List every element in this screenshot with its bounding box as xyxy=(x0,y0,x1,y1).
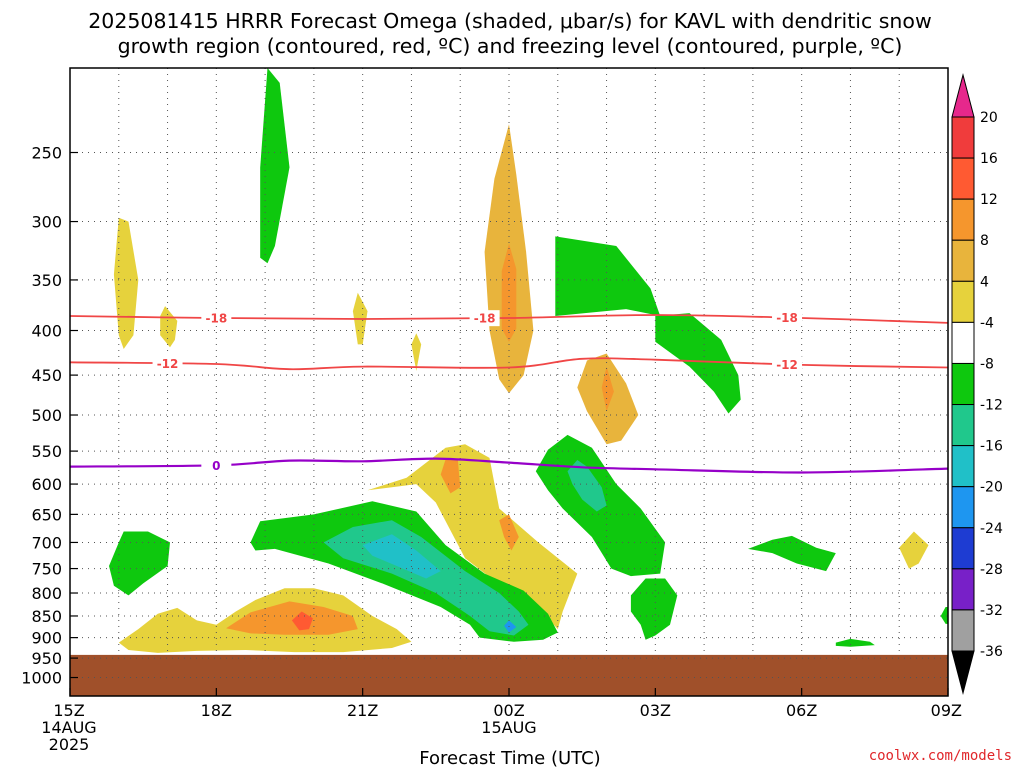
omega-yellow-sliver-22z xyxy=(411,333,422,371)
x-tick-label-3-1: 15AUG xyxy=(481,718,536,737)
y-tick-label-350: 350 xyxy=(31,271,62,290)
omega-teal-arm-0130z xyxy=(567,460,607,512)
omega-yellow-plume-2330z xyxy=(367,444,578,630)
contour-label-bg-0-0 xyxy=(201,457,232,474)
colorbar-bin-8 xyxy=(951,445,975,488)
chart-title-line-2: growth region (contoured, red, ºC) and f… xyxy=(118,34,903,58)
omega-blue-core-00z xyxy=(504,620,517,633)
colorbar-bin-5 xyxy=(951,321,975,364)
x-tick-label-0-2: 2025 xyxy=(49,735,90,754)
colorbar-label-0: 20 xyxy=(980,110,998,126)
x-tick-label-0-0: 15Z xyxy=(53,701,84,720)
contour-label-0-0: 0 xyxy=(212,459,220,473)
colorbar-bin-6 xyxy=(951,362,975,406)
colorbar: 20 16 12 8 4 -4 -8 -12 -16 -20 -24 -28 -32 -36 xyxy=(951,73,1003,695)
colorbar-bin-0 xyxy=(951,116,975,159)
colorbar-bin-11 xyxy=(951,568,975,611)
omega-green-arm-04z xyxy=(655,313,741,414)
colorbar-bin-2 xyxy=(951,198,975,241)
contour-label--18-0: -18 xyxy=(205,311,227,325)
omega-orange-core-02z xyxy=(601,366,614,412)
colorbar-label-5: -4 xyxy=(980,315,994,331)
omega-cyan-band-main xyxy=(362,534,441,579)
y-tick-label-500: 500 xyxy=(31,406,62,425)
y-tick-label-950: 950 xyxy=(31,649,62,668)
x-tick-label-0-1: 14AUG xyxy=(41,718,96,737)
colorbar-label-12: -32 xyxy=(980,603,1003,619)
y-tick-label-1000: 1000 xyxy=(21,669,62,688)
omega-green-cell-06z-low xyxy=(835,638,875,647)
x-tick-label-5-0: 06Z xyxy=(786,701,817,720)
contour-label-bg--18-2 xyxy=(772,309,803,326)
omega-green-cell-0530z xyxy=(748,535,836,572)
omega-yellow-cell-20z xyxy=(160,306,178,348)
omega-green-cell-1530z xyxy=(109,531,170,596)
colorbar-bin-10 xyxy=(951,527,975,570)
colorbar-label-1: 16 xyxy=(980,151,998,167)
x-tick-label-2-0: 21Z xyxy=(347,701,378,720)
y-tick-label-300: 300 xyxy=(31,213,62,232)
colorbar-label-7: -12 xyxy=(980,398,1003,414)
contour-label-bg--12-0 xyxy=(152,355,183,372)
contour-label--12-0: -12 xyxy=(157,357,179,371)
x-tick-label-6-0: 09Z xyxy=(931,701,962,720)
omega-orange-core-00z-low xyxy=(499,514,519,551)
contour-label--12-1: -12 xyxy=(776,358,798,372)
colorbar-label-9: -20 xyxy=(980,480,1003,496)
x-tick-label-4-0: 03Z xyxy=(640,701,671,720)
y-tick-label-800: 800 xyxy=(31,584,62,603)
y-tick-label-250: 250 xyxy=(31,144,62,163)
y-tick-label-850: 850 xyxy=(31,607,62,626)
colorbar-label-10: -24 xyxy=(980,521,1003,537)
omega-green-cell-09z-edge xyxy=(940,607,948,624)
colorbar-label-13: -36 xyxy=(980,644,1003,660)
contour-label-bg--12-1 xyxy=(772,356,803,373)
y-axis-tick-labels: 250 300 350 400 450 500 550 600 650 700 750 800 850 9… xyxy=(21,144,78,688)
x-tick-label-1-0: 18Z xyxy=(201,701,232,720)
colorbar-bin-1 xyxy=(951,157,975,200)
omega-yellow-cell-08z xyxy=(899,531,929,569)
credit-link[interactable]: coolwx.com/models xyxy=(869,748,1012,764)
contour-label-bg--18-1 xyxy=(469,310,500,327)
x-axis-label: Forecast Time (UTC) xyxy=(419,748,600,768)
contour-line-0 xyxy=(69,457,949,474)
colorbar-bin-last xyxy=(951,609,975,652)
colorbar-label-6: -8 xyxy=(980,356,994,372)
temperature-contours: -18 -18 -18 -12 -12 0 xyxy=(69,309,949,474)
omega-orange-core-2330z xyxy=(440,459,461,494)
y-tick-label-900: 900 xyxy=(31,629,62,648)
y-tick-label-700: 700 xyxy=(31,533,62,552)
y-tick-label-650: 650 xyxy=(31,505,62,524)
omega-green-arm-02z-low xyxy=(630,578,678,640)
x-tick-label-3-0: 00Z xyxy=(493,701,524,720)
omega-green-cell-19z xyxy=(260,68,290,264)
colorbar-over-arrow xyxy=(951,73,975,118)
contour-label-bg--18-0 xyxy=(201,309,232,326)
omega-orange-low-level xyxy=(226,601,358,635)
y-tick-label-450: 450 xyxy=(31,366,62,385)
colorbar-bin-9 xyxy=(951,486,975,529)
y-tick-label-600: 600 xyxy=(31,475,62,494)
colorbar-under-arrow xyxy=(951,650,975,695)
y-tick-label-400: 400 xyxy=(31,322,62,341)
colorbar-bin-3 xyxy=(951,239,975,282)
colorbar-label-11: -28 xyxy=(980,562,1003,578)
colorbar-bin-7 xyxy=(951,404,975,447)
contour-label--18-2: -18 xyxy=(776,311,798,325)
y-tick-label-750: 750 xyxy=(31,560,62,579)
colorbar-label-3: 8 xyxy=(980,233,989,249)
omega-orange-core-low-level xyxy=(291,611,313,631)
colorbar-label-4: 4 xyxy=(980,274,989,290)
colorbar-label-8: -16 xyxy=(980,439,1003,455)
y-tick-label-550: 550 xyxy=(31,442,62,461)
omega-green-arm-01z xyxy=(555,236,661,316)
colorbar-label-2: 12 xyxy=(980,192,998,208)
contour-label--18-1: -18 xyxy=(474,312,496,326)
grid-lines xyxy=(70,68,948,696)
colorbar-bin-4 xyxy=(951,280,975,323)
chart-title-line-1: 2025081415 HRRR Forecast Omega (shaded, … xyxy=(88,9,931,33)
